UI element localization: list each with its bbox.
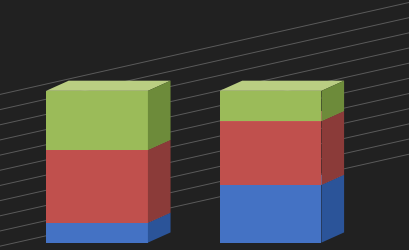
Polygon shape bbox=[46, 223, 148, 243]
Polygon shape bbox=[321, 112, 344, 185]
Polygon shape bbox=[220, 122, 321, 185]
Polygon shape bbox=[220, 92, 321, 122]
Polygon shape bbox=[148, 81, 171, 150]
Polygon shape bbox=[148, 140, 171, 223]
Polygon shape bbox=[148, 213, 171, 243]
Polygon shape bbox=[220, 81, 344, 92]
Polygon shape bbox=[220, 112, 344, 122]
Polygon shape bbox=[220, 175, 344, 185]
Polygon shape bbox=[46, 213, 171, 223]
Polygon shape bbox=[46, 92, 148, 150]
Polygon shape bbox=[46, 150, 148, 223]
Polygon shape bbox=[220, 185, 321, 243]
Polygon shape bbox=[321, 81, 344, 122]
Polygon shape bbox=[46, 81, 171, 92]
Polygon shape bbox=[46, 140, 171, 150]
Polygon shape bbox=[321, 175, 344, 243]
